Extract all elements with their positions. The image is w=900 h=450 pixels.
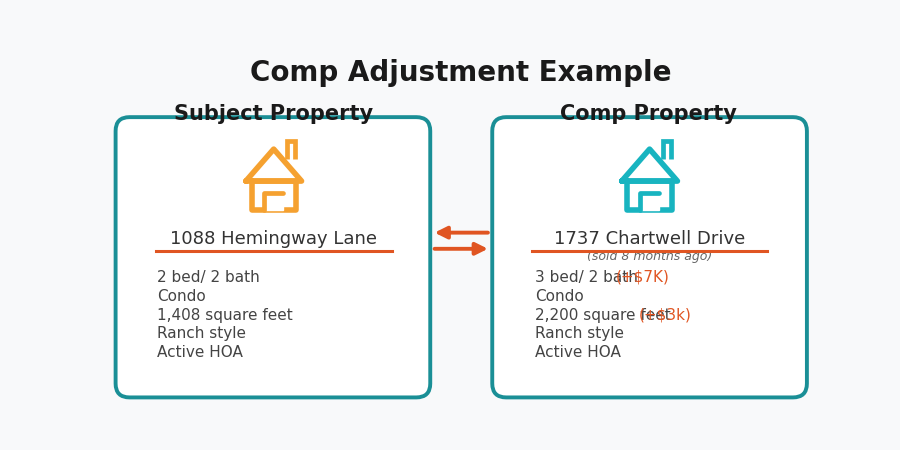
Text: (+$3k): (+$3k) <box>639 307 692 323</box>
Text: Comp Adjustment Example: Comp Adjustment Example <box>250 59 672 87</box>
Text: Condo: Condo <box>535 288 583 304</box>
Text: 2 bed/ 2 bath: 2 bed/ 2 bath <box>158 270 260 285</box>
Text: (+$7K): (+$7K) <box>616 270 670 285</box>
Text: Condo: Condo <box>158 288 206 304</box>
Text: 2,200 square feet: 2,200 square feet <box>535 307 676 323</box>
FancyBboxPatch shape <box>115 117 430 397</box>
Polygon shape <box>622 149 678 181</box>
Text: Comp Property: Comp Property <box>561 104 737 124</box>
Text: Active HOA: Active HOA <box>158 345 243 360</box>
Polygon shape <box>287 141 295 159</box>
Text: Active HOA: Active HOA <box>535 345 621 360</box>
Polygon shape <box>264 194 284 210</box>
Polygon shape <box>640 194 659 210</box>
Text: Subject Property: Subject Property <box>174 104 374 124</box>
Polygon shape <box>246 149 302 181</box>
Text: 1088 Hemingway Lane: 1088 Hemingway Lane <box>170 230 377 248</box>
Text: 1737 Chartwell Drive: 1737 Chartwell Drive <box>554 230 745 248</box>
Text: Ranch style: Ranch style <box>158 326 247 342</box>
Text: 1,408 square feet: 1,408 square feet <box>158 307 293 323</box>
Text: 3 bed/ 2 bath: 3 bed/ 2 bath <box>535 270 643 285</box>
Polygon shape <box>627 181 671 210</box>
Polygon shape <box>663 141 670 159</box>
Text: Ranch style: Ranch style <box>535 326 624 342</box>
Text: (sold 8 months ago): (sold 8 months ago) <box>587 250 712 263</box>
FancyBboxPatch shape <box>492 117 807 397</box>
Polygon shape <box>252 181 296 210</box>
